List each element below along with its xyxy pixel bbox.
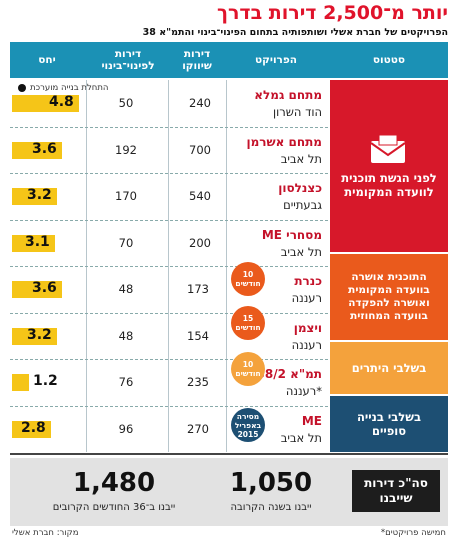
- header-project: הפרויקט: [255, 54, 297, 66]
- evacuee-units: 48: [118, 328, 134, 343]
- ratio-label: 3.1: [25, 233, 50, 250]
- project-city: רעננה: [291, 337, 322, 352]
- ratio-label: 2.8: [21, 419, 46, 436]
- header-evacuee: דירות לפינוי־בינוי: [101, 48, 155, 72]
- evacuee-units: 96: [118, 421, 134, 436]
- market-units: 270: [187, 421, 209, 436]
- evacuee-units: 50: [118, 96, 134, 110]
- total-36-months-label: ייבנו ב־36 החודשים הקרובים: [52, 502, 176, 513]
- header-market: דירות שיווקו: [182, 48, 212, 72]
- market-units: 200: [189, 235, 211, 250]
- total-next-year: 1,050: [229, 468, 313, 498]
- project-city: גבעתיים: [283, 198, 322, 212]
- evacuee-units: 192: [115, 142, 137, 157]
- ratio-label: 3.6: [32, 140, 57, 157]
- project-name: תמ"א 38/2: [256, 367, 322, 381]
- ratio-bar: [12, 420, 51, 438]
- evacuee-units: 70: [118, 235, 134, 250]
- project-name: ME: [301, 413, 322, 428]
- timeline-badge-2: 15 חודשים: [231, 306, 265, 340]
- market-units: 154: [187, 328, 209, 343]
- table-bottom-border: [10, 453, 448, 455]
- status-block-building: בשלבי בנייה סופיים: [330, 396, 448, 452]
- chart-subtitle: הפרויקטים של חברת אשלי ושותפותיה בתחום ה…: [142, 27, 448, 38]
- project-city: תל אביב: [280, 244, 322, 259]
- project-name: ME מסחרי: [261, 227, 322, 242]
- summary-label: סה"כ דירות שייבנו: [364, 476, 428, 505]
- evacuee-units: 76: [118, 375, 134, 389]
- timeline-badge-4: מסירה באפריל 2015: [231, 408, 265, 442]
- table-header: [10, 42, 448, 78]
- row-divider: [10, 126, 328, 128]
- legend-dot-icon: [18, 84, 26, 92]
- market-units: 540: [189, 189, 211, 203]
- row-divider: [10, 359, 328, 360]
- header-ratio: יחס: [38, 54, 56, 66]
- market-units: 235: [187, 375, 209, 389]
- envelope-icon: [370, 134, 406, 163]
- ratio-bar: [12, 95, 79, 112]
- project-name: מתחם אשרמן: [246, 134, 322, 149]
- project-name: ויצמן: [293, 320, 322, 335]
- ratio-bar: [12, 281, 62, 298]
- ratio-label: 3.2: [27, 326, 52, 343]
- legend: התחלת בנייה מוערכת: [18, 81, 108, 95]
- ratio-label: 3.6: [32, 280, 57, 296]
- status-block-approved: התוכנית אושרה בוועדה המקומית ואושרה להפק…: [330, 254, 448, 340]
- market-units: 173: [187, 282, 209, 296]
- status-label-approved: התוכנית אושרה בוועדה המקומית ואושרה להפק…: [348, 271, 430, 322]
- footnote: *חמישה פרויקטים: [380, 528, 446, 538]
- summary-label-box: סה"כ דירות שייבנו: [352, 470, 440, 512]
- status-label-permits: בשלבי היתרים: [351, 361, 427, 375]
- market-units: 700: [189, 142, 211, 157]
- market-units: 240: [189, 96, 211, 110]
- status-block-planning: לפני הגשת תוכנית לוועדה המקומית: [330, 80, 448, 252]
- row-divider: [10, 405, 328, 407]
- project-city: תל אביב: [280, 430, 322, 445]
- timeline-badge-3: 10 חודשים: [231, 352, 265, 386]
- evacuee-units: 170: [115, 189, 137, 203]
- header-status: סטטוס: [372, 54, 406, 66]
- ratio-bar: [12, 141, 62, 159]
- ratio-bar: [12, 327, 57, 345]
- status-label-planning: לפני הגשת תוכנית לוועדה המקומית: [341, 171, 437, 199]
- project-city: הוד השרון: [273, 105, 322, 119]
- source-note: מקור: חברת אשלי: [12, 528, 79, 538]
- row-divider: [10, 173, 328, 174]
- project-name: כצנלסון: [278, 181, 322, 195]
- row-divider: [10, 219, 328, 221]
- timeline-badge-1: 10 חודשים: [231, 262, 265, 296]
- ratio-bar: [12, 234, 55, 252]
- chart-title: יותר מ־2,500 דירות בדרך: [216, 2, 448, 24]
- ratio-label: 1.2: [33, 373, 58, 389]
- ratio-bar: [12, 188, 57, 205]
- project-name: מתחם גמלא: [254, 88, 322, 102]
- project-city: תל אביב: [280, 151, 322, 166]
- status-label-building: בשלבי בנייה סופיים: [357, 410, 421, 438]
- row-divider: [10, 312, 328, 314]
- project-city: רעננה: [291, 291, 322, 305]
- project-city: רעננה*: [285, 384, 322, 398]
- evacuee-units: 48: [118, 282, 134, 296]
- legend-label: התחלת בנייה מוערכת: [30, 83, 109, 93]
- status-block-permits: בשלבי היתרים: [330, 342, 448, 394]
- row-divider: [10, 266, 328, 267]
- ratio-label: 4.8: [49, 94, 74, 110]
- total-36-months: 1,480: [72, 468, 156, 498]
- ratio-label: 3.2: [27, 187, 52, 203]
- total-next-year-label: ייבנו בשנה הקרובה: [230, 502, 312, 513]
- project-name: כנרת: [294, 274, 322, 288]
- ratio-bar: [12, 374, 29, 391]
